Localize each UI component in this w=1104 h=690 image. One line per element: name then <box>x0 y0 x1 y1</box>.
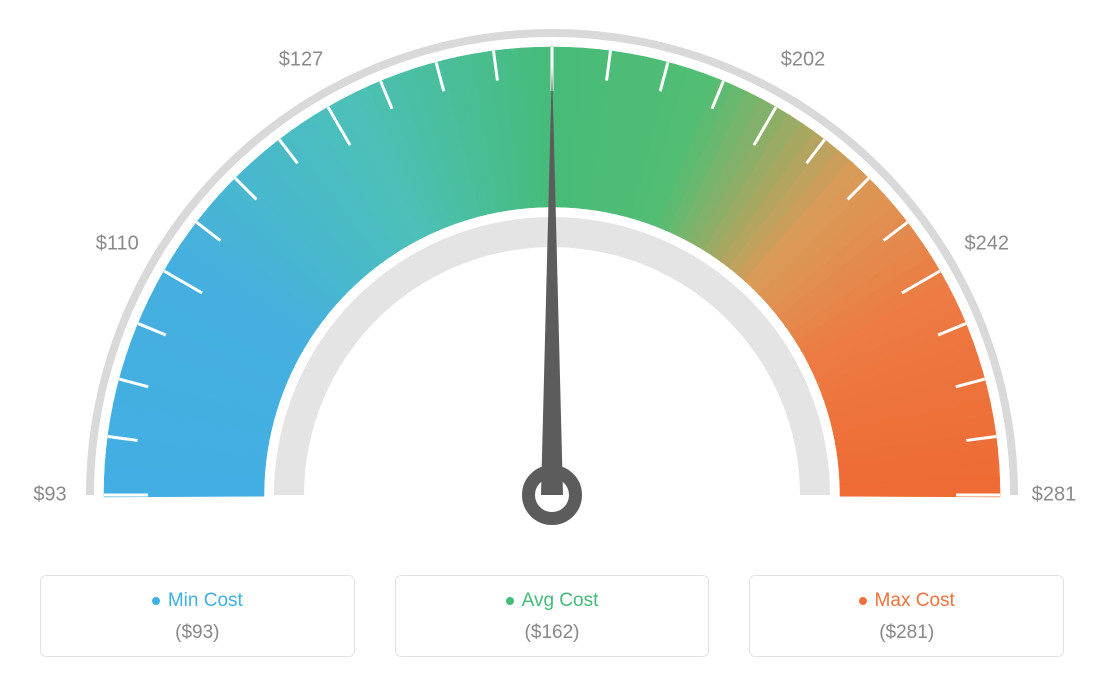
legend-label-avg: Avg Cost <box>522 590 599 612</box>
legend-value-avg: ($162) <box>414 622 691 644</box>
legend-card-avg: Avg Cost ($162) <box>395 575 710 657</box>
legend-dot-avg <box>506 597 514 605</box>
legend-title-avg: Avg Cost <box>506 590 599 612</box>
legend-card-max: Max Cost ($281) <box>749 575 1064 657</box>
legend-value-max: ($281) <box>768 622 1045 644</box>
legend-dot-max <box>859 597 867 605</box>
legend-card-min: Min Cost ($93) <box>40 575 355 657</box>
gauge-tick-label: $110 <box>96 233 139 256</box>
legend-value-min: ($93) <box>59 622 336 644</box>
gauge-tick-label: $93 <box>33 484 66 507</box>
legend-title-min: Min Cost <box>152 590 243 612</box>
legend-dot-min <box>152 597 160 605</box>
gauge-tick-label: $281 <box>1032 484 1077 507</box>
gauge-tick-label: $242 <box>964 233 1009 256</box>
gauge-container: $93 $110 $127 $162 $202 $242 $281 <box>0 0 1104 560</box>
gauge-tick-label: $162 <box>530 0 575 5</box>
gauge-tick-label: $127 <box>279 49 324 72</box>
gauge-svg <box>0 0 1104 560</box>
legend-title-max: Max Cost <box>859 590 955 612</box>
gauge-tick-label: $202 <box>781 49 826 72</box>
legend-label-max: Max Cost <box>875 590 955 612</box>
legend-label-min: Min Cost <box>168 590 243 612</box>
legend-row: Min Cost ($93) Avg Cost ($162) Max Cost … <box>0 575 1104 657</box>
